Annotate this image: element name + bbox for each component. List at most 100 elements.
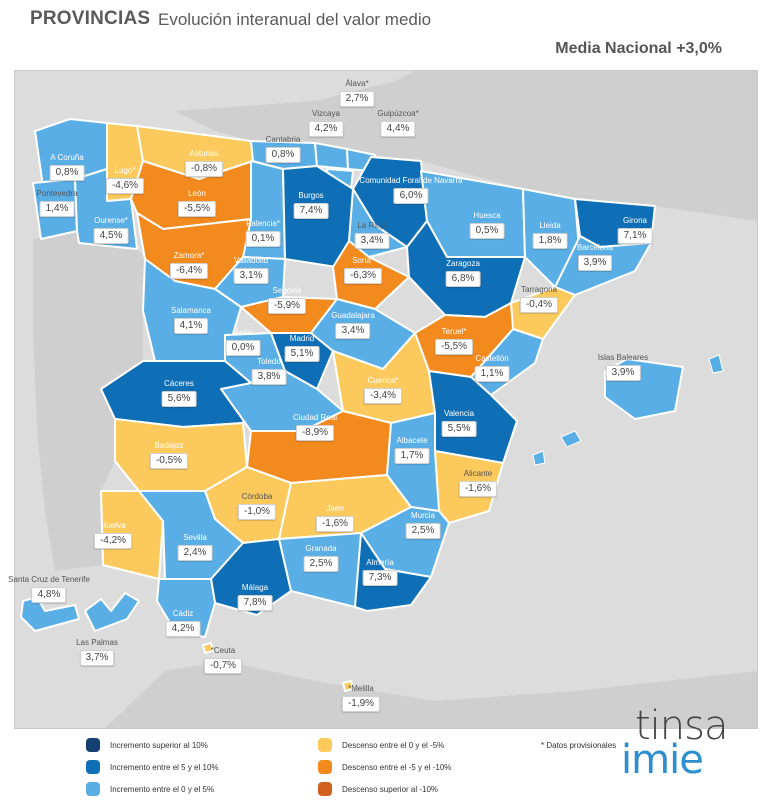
province-value: 3,9% [605, 365, 641, 381]
province-value: 6,8% [445, 271, 481, 287]
province-name: *Ceuta [210, 646, 236, 655]
province-value: 0,5% [469, 223, 505, 239]
province-value: 1,4% [39, 201, 75, 217]
province-label: Valencia 5,5% [441, 409, 477, 437]
province-name: Guadalajara [331, 311, 375, 320]
province-label: Cádiz 4,2% [165, 609, 201, 637]
island-shape [532, 450, 546, 466]
province-name: Granada [305, 544, 337, 553]
province-name: Zamora* [173, 251, 205, 260]
province-name: Teruel* [441, 327, 467, 336]
province-name: Toledo [257, 357, 281, 366]
province-label: Tarragona -0,4% [519, 285, 559, 313]
province-value: 5,1% [284, 346, 320, 362]
province-name: Soria* [352, 256, 374, 265]
province-label: Comunidad Foral de Navarra 6,0% [359, 176, 463, 204]
province-value: 2,7% [339, 91, 375, 107]
province-value: -1,6% [315, 516, 355, 532]
province-value: 0,8% [265, 147, 301, 163]
province-value: 1,8% [532, 233, 568, 249]
page-title: PROVINCIAS [30, 8, 151, 29]
legend-swatch [318, 738, 332, 752]
province-value: 2,4% [177, 545, 213, 561]
province-value: 3,4% [335, 323, 371, 339]
province-name: A Coruña [50, 153, 84, 162]
province-shape [342, 680, 354, 692]
province-label: Jaén -1,6% [315, 504, 355, 532]
province-label: Cáceres 5,6% [161, 379, 197, 407]
province-label: Pontevedra 1,4% [37, 189, 77, 217]
province-value: -1,6% [458, 481, 498, 497]
province-value: 7,1% [617, 228, 653, 244]
province-value: -0,4% [519, 297, 559, 313]
legend-item: Incremento entre el 0 y el 5% [86, 782, 214, 796]
province-label: Teruel* -5,5% [434, 327, 474, 355]
province-label: Badajoz -0,5% [149, 441, 189, 469]
province-label: Santa Cruz de Tenerife 4,8% [8, 575, 90, 603]
province-name: Ciudad Real [292, 413, 338, 422]
province-value: 4,1% [173, 318, 209, 334]
province-label: Las Palmas 3,7% [76, 638, 118, 666]
province-label: Salamanca 4,1% [171, 306, 211, 334]
province-label: Huelva -4,2% [93, 521, 133, 549]
province-label: Almería 7,3% [362, 558, 398, 586]
province-label: Toledo 3,8% [251, 357, 287, 385]
province-name: Asturias [189, 149, 219, 158]
province-value: -0,8% [184, 161, 224, 177]
province-value: 5,6% [161, 391, 197, 407]
province-value: -5,5% [177, 201, 217, 217]
province-value: 3,9% [577, 255, 613, 271]
province-value: 0,0% [225, 340, 261, 356]
logo-line-1: tinsa [635, 703, 728, 749]
province-name: Segovia [272, 286, 302, 295]
province-name: Castellón [475, 354, 509, 363]
province-label: Ourense* 4,5% [93, 216, 129, 244]
province-label: Girona 7,1% [617, 216, 653, 244]
province-value: 0,1% [245, 231, 281, 247]
province-value: -6,3% [343, 268, 383, 284]
province-name: Vizcaya [312, 109, 340, 118]
legend-swatch [86, 760, 100, 774]
province-shape [84, 592, 140, 632]
province-label: Asturias -0,8% [184, 149, 224, 177]
province-name: Las Palmas [76, 638, 118, 647]
province-label: Albacete 1,7% [394, 436, 430, 464]
province-label: Barcelona 3,9% [577, 243, 613, 271]
province-label: Córdoba -1,0% [237, 492, 277, 520]
legend-label: Incremento superior al 10% [110, 740, 208, 750]
province-label: Segovia -5,9% [267, 286, 307, 314]
province-name: Valladolid [233, 256, 269, 265]
province-name: Guipúzcoa* [377, 109, 419, 118]
province-value: 7,3% [362, 570, 398, 586]
province-label: Islas Baleares 3,9% [598, 353, 648, 381]
province-value: 4,4% [380, 121, 416, 137]
province-value: -4,2% [93, 533, 133, 549]
province-name: La Rioja [357, 221, 387, 230]
province-name: Lleida [539, 221, 561, 230]
province-name: Palencia* [246, 219, 280, 228]
province-label: Sevilla 2,4% [177, 533, 213, 561]
province-label: Huesca 0,5% [469, 211, 505, 239]
province-name: Girona [622, 216, 648, 225]
province-name: Salamanca [170, 306, 212, 315]
province-label: Zamora* -6,4% [169, 251, 209, 279]
legend-label: Descenso superior al -10% [342, 784, 439, 794]
france-landmass [175, 71, 757, 221]
province-value: -6,4% [169, 263, 209, 279]
province-value: -3,4% [363, 388, 403, 404]
province-label: La Rioja 3,4% [354, 221, 390, 249]
province-label: *Ceuta -0,7% [203, 646, 243, 674]
province-label: Zaragoza 6,8% [445, 259, 481, 287]
island-shape [708, 354, 724, 374]
province-value: 6,0% [393, 188, 429, 204]
logo-line-2: imie [621, 737, 704, 783]
province-label: Valladolid 3,1% [233, 256, 269, 284]
legend-label: Descenso entre el -5 y el -10% [342, 762, 452, 772]
province-value: -5,5% [434, 339, 474, 355]
province-name: Álava* [345, 79, 369, 88]
province-value: 4,2% [308, 121, 344, 137]
province-value: -1,9% [341, 696, 381, 712]
province-value: 4,2% [165, 621, 201, 637]
province-label: Alicante -1,6% [458, 469, 498, 497]
portugal-landmass [33, 231, 145, 571]
